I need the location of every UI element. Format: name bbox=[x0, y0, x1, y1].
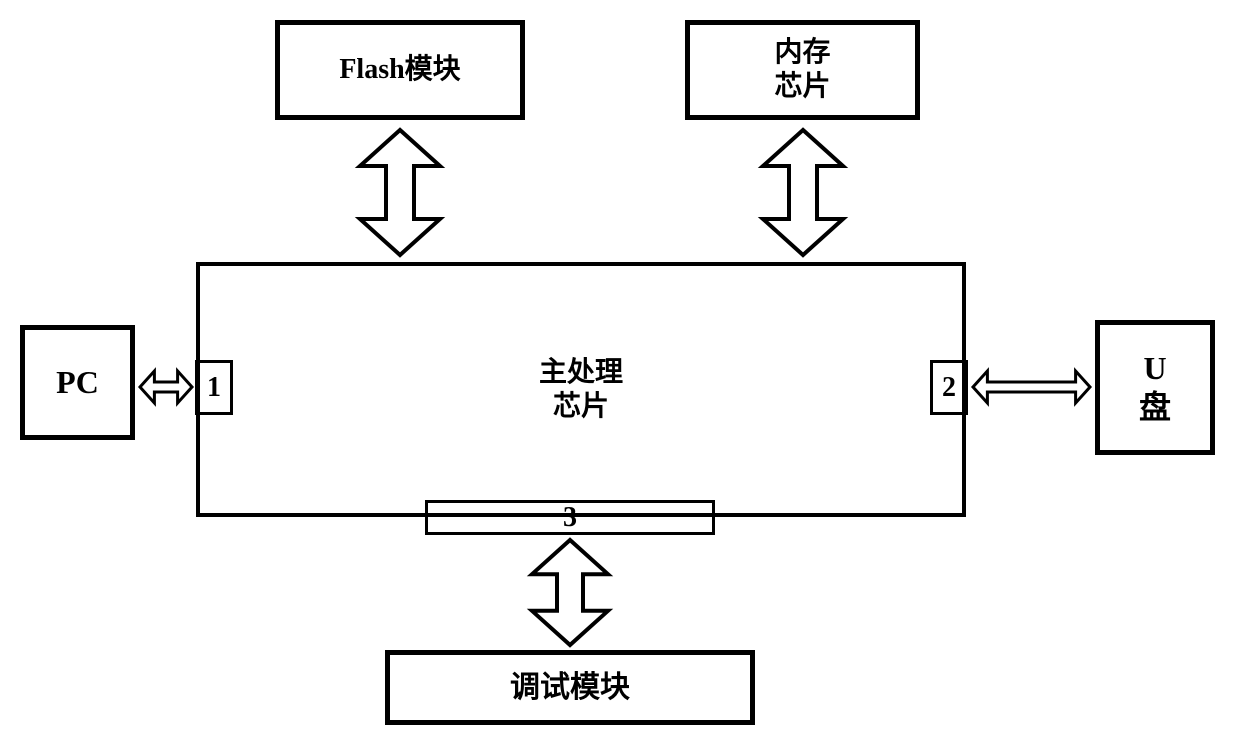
udisk-label: U 盘 bbox=[1139, 349, 1171, 426]
port1-label: 1 bbox=[207, 371, 221, 405]
main-label: 主处理 芯片 bbox=[539, 356, 623, 423]
port1-box: 1 bbox=[195, 360, 233, 415]
memory-main-arrow bbox=[758, 125, 848, 260]
pc-label: PC bbox=[56, 363, 99, 401]
port3-label: 3 bbox=[563, 501, 577, 535]
port2-udisk-arrow bbox=[968, 366, 1095, 408]
memory-box: 内存 芯片 bbox=[685, 20, 920, 120]
main-box: 主处理 芯片 bbox=[196, 262, 966, 517]
memory-label: 内存 芯片 bbox=[774, 36, 830, 103]
port3-box: 3 bbox=[425, 500, 715, 535]
port2-label: 2 bbox=[942, 371, 956, 405]
port2-box: 2 bbox=[930, 360, 968, 415]
pc-box: PC bbox=[20, 325, 135, 440]
flash-main-arrow bbox=[355, 125, 445, 260]
debug-box: 调试模块 bbox=[385, 650, 755, 725]
pc-port1-arrow bbox=[135, 366, 197, 408]
debug-main-arrow bbox=[527, 535, 613, 650]
debug-label: 调试模块 bbox=[510, 670, 630, 706]
flash-label: Flash模块 bbox=[339, 53, 460, 87]
flash-box: Flash模块 bbox=[275, 20, 525, 120]
udisk-box: U 盘 bbox=[1095, 320, 1215, 455]
